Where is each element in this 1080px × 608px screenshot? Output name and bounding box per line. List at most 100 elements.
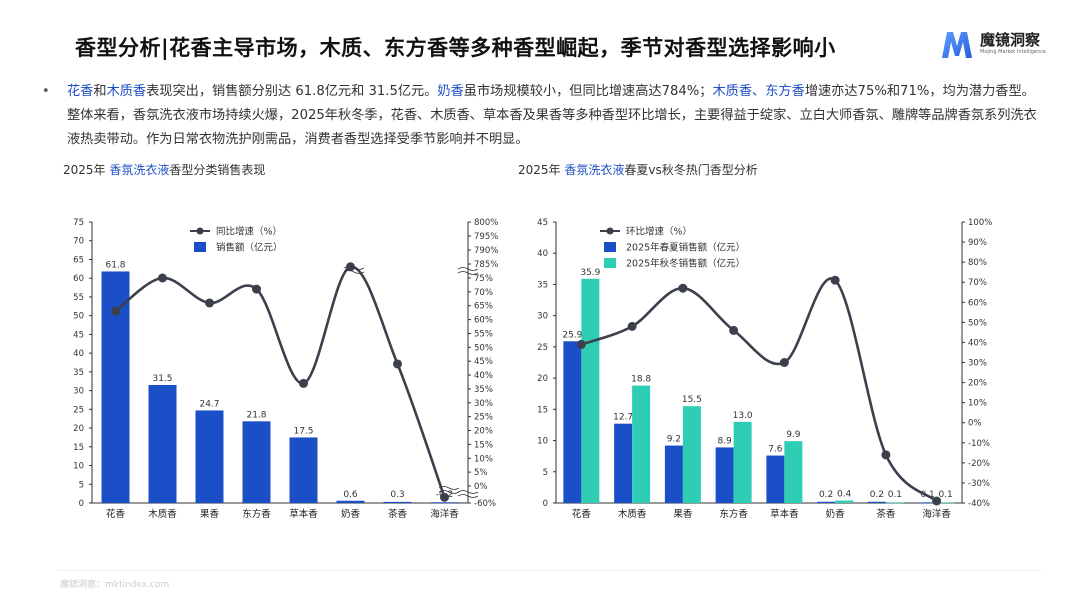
y-left-tick-label: 70 (73, 237, 84, 247)
bar-data-label: 8.9 (717, 436, 732, 446)
legend-dot-icon (606, 227, 614, 235)
y-left-tick-label: 60 (73, 274, 84, 284)
x-tick-label: 茶香 (876, 508, 896, 520)
bar-东方香 (715, 447, 734, 503)
bar-data-label: 0.1 (888, 490, 902, 500)
x-tick-label: 花香 (572, 508, 592, 520)
y-right-tick-label: 15% (474, 440, 493, 450)
bar-东方香 (733, 421, 752, 503)
chart-title-part: 2025年 (63, 163, 110, 177)
x-tick-label: 花香 (106, 508, 126, 520)
y-right-tick-label: 100% (968, 218, 992, 228)
bar-茶香 (383, 501, 412, 503)
x-tick-label: 木质香 (618, 508, 647, 520)
y-left-tick-label: 25 (73, 405, 84, 415)
y-left-tick-label: 20 (73, 424, 84, 434)
highlight-text: 花香 (67, 84, 94, 99)
y-right-tick-label: 0% (474, 482, 488, 492)
highlight-text: 奶香 (437, 84, 464, 99)
y-left-tick-label: 55 (73, 293, 84, 303)
legend-dot-icon (196, 227, 204, 235)
bar-果香 (195, 410, 224, 503)
bar-海洋香 (936, 502, 955, 504)
chart-title-part: 2025年 (518, 163, 565, 177)
y-left-tick-label: 15 (73, 443, 84, 453)
y-left-tick-label: 35 (73, 368, 84, 378)
y-left-tick-label: 45 (537, 218, 548, 228)
x-tick-label: 果香 (673, 509, 693, 520)
y-right-tick-label: 10% (474, 454, 493, 464)
bar-data-label: 61.8 (105, 260, 125, 270)
y-right-tick-label: -40% (968, 499, 990, 509)
x-tick-label: 奶香 (341, 508, 361, 520)
x-tick-label: 海洋香 (922, 508, 951, 520)
y-right-tick-label: 50% (474, 343, 493, 353)
bar-海洋香 (918, 502, 937, 504)
bar-data-label: 25.9 (562, 330, 582, 340)
bar-data-label: 0.6 (343, 490, 358, 500)
y-right-tick-label: -10% (968, 439, 990, 449)
y-left-tick-label: 5 (79, 480, 84, 490)
y-right-tick-label: 75% (474, 274, 493, 284)
bar-奶香 (835, 500, 854, 503)
line-point-草本香 (779, 358, 789, 367)
bar-data-label: 18.8 (631, 375, 651, 385)
legend-label: 销售额（亿元） (216, 242, 283, 254)
axis-break-mark (457, 490, 479, 498)
bar-果香 (664, 445, 683, 503)
x-tick-label: 海洋香 (430, 508, 459, 520)
y-right-tick-label: 25% (474, 413, 493, 423)
legend-label: 2025年秋冬销售额（亿元） (626, 258, 745, 270)
y-left-tick-label: 10 (537, 437, 548, 447)
bar-果香 (682, 406, 701, 503)
bar-木质香 (632, 385, 651, 503)
y-right-tick-label: 65% (474, 302, 493, 312)
y-left-tick-label: 0 (543, 499, 548, 509)
y-left-tick-label: 10 (73, 462, 84, 472)
y-right-tick-label: 70% (968, 278, 987, 288)
y-left-tick-label: 50 (73, 312, 84, 322)
y-right-tick-label: 80% (968, 258, 987, 268)
line-point-海洋香 (932, 496, 942, 506)
bar-草本香 (784, 441, 803, 503)
x-tick-label: 草本香 (289, 508, 318, 520)
bullet: • (42, 84, 50, 99)
y-right-tick-label: 20% (474, 427, 493, 437)
y-left-tick-label: 45 (73, 330, 84, 340)
bar-data-label: 13.0 (733, 411, 753, 421)
legend-label: 同比增速（%） (216, 226, 282, 238)
y-right-tick-label: 60% (474, 316, 493, 326)
bar-草本香 (766, 455, 785, 503)
x-tick-label: 东方香 (719, 508, 748, 520)
brand-logo: 魔镜洞察 Mojing Market Intelligence (940, 26, 1060, 66)
legend-swatch-icon (604, 242, 616, 252)
y-left-tick-label: 65 (73, 255, 84, 265)
bar-data-label: 31.5 (152, 374, 172, 384)
line-point-茶香 (881, 450, 891, 460)
bar-data-label: 17.5 (293, 426, 313, 436)
y-right-tick-label: -60% (474, 499, 496, 509)
legend-swatch-icon (604, 258, 616, 268)
page-title: 香型分析|花香主导市场，木质、东方香等多种香型崛起，季节对香型选择影响小 (75, 36, 836, 60)
y-right-tick-label: 30% (968, 359, 987, 369)
axis-break-mark (457, 267, 479, 275)
summary-text: 表现突出，销售额分别达 61.8亿元和 31.5亿元。 (146, 84, 438, 99)
y-right-tick-label: 0% (968, 419, 982, 429)
bar-data-label: 21.8 (246, 410, 266, 420)
x-tick-label: 草本香 (770, 508, 799, 520)
line-point-茶香 (393, 359, 402, 369)
axis-break-mark (343, 266, 365, 274)
bar-草本香 (289, 437, 318, 503)
bar-海洋香 (430, 502, 459, 504)
y-right-tick-label: 55% (474, 329, 493, 339)
chart-title-right: 2025年 香氛洗衣液春夏vs秋冬热门香型分析 (518, 161, 758, 178)
legend-label: 2025年春夏销售额（亿元） (626, 242, 745, 254)
y-left-tick-label: 40 (537, 249, 548, 259)
y-right-tick-label: 40% (474, 371, 493, 381)
y-right-tick-label: 785% (474, 260, 498, 270)
bar-data-label: 24.7 (199, 399, 219, 409)
footer-divider (57, 570, 1042, 571)
y-right-tick-label: 35% (474, 385, 493, 395)
bar-奶香 (817, 501, 836, 503)
y-right-tick-label: 90% (968, 238, 987, 248)
